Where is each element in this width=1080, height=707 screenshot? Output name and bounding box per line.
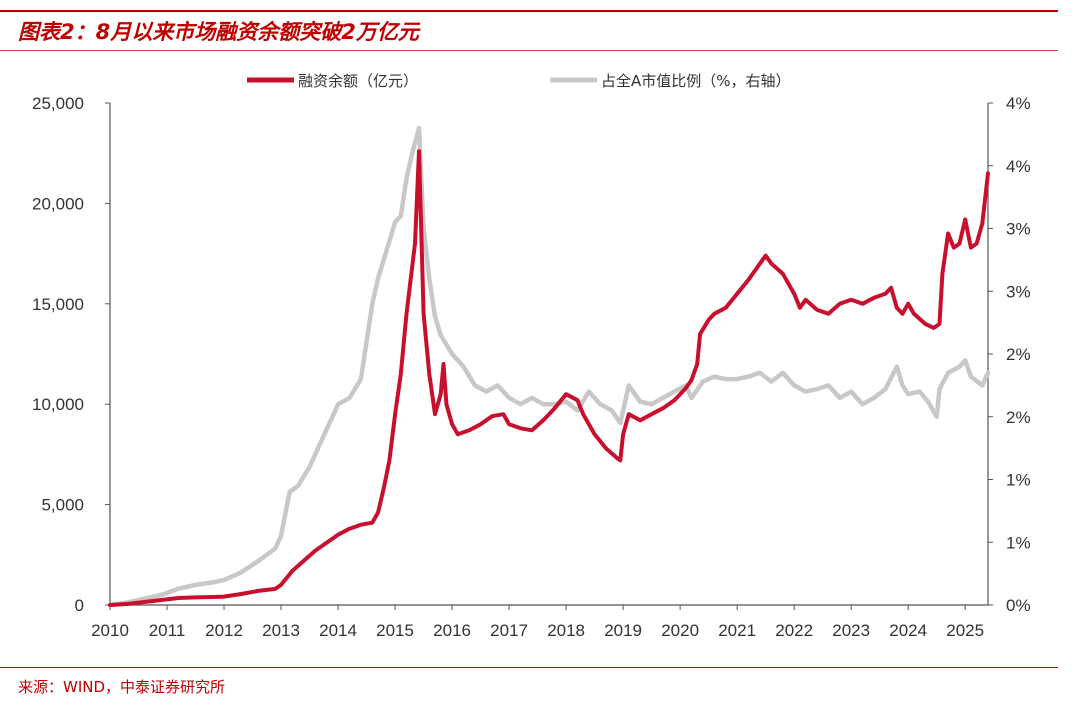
footer-rule [0,667,1058,668]
title-bottom-rule [0,50,1058,51]
x-tick-label: 2010 [91,621,129,640]
right-y-tick-label: 4% [1006,157,1031,176]
title-bar: 图表2：8月以来市场融资余额突破2万亿元 [0,0,1060,51]
x-tick-label: 2013 [262,621,300,640]
right-y-tick-label: 4% [1006,94,1031,113]
left-y-tick-label: 5,000 [41,496,84,515]
left-y-tick-label: 15,000 [32,295,84,314]
x-tick-label: 2011 [149,621,186,640]
left-y-tick-label: 0 [75,596,84,615]
chart-title: 图表2：8月以来市场融资余额突破2万亿元 [18,20,419,44]
x-tick-label: 2023 [832,621,870,640]
x-tick-label: 2012 [205,621,243,640]
x-tick-label: 2024 [889,621,927,640]
x-tick-label: 2015 [376,621,414,640]
x-tick-label: 2018 [547,621,585,640]
right-y-tick-label: 1% [1006,533,1031,552]
right-y-tick-label: 2% [1006,345,1031,364]
right-y-tick-label: 2% [1006,408,1031,427]
right-y-tick-label: 0% [1006,596,1031,615]
left-y-tick-label: 25,000 [32,94,84,113]
left-y-tick-label: 10,000 [32,395,84,414]
x-tick-label: 2016 [433,621,471,640]
x-tick-label: 2017 [490,621,528,640]
x-tick-label: 2019 [604,621,642,640]
x-tick-label: 2014 [319,621,357,640]
x-tick-label: 2025 [946,621,984,640]
right-y-tick-label: 3% [1006,282,1031,301]
line-chart: 0 5,000 10,000 15,000 20,000 25,000 0% 1% 1% 2% 2%… [32,72,1031,640]
x-tick-label: 2021 [718,621,756,640]
source-note: 来源：WIND，中泰证券研究所 [18,678,226,696]
right-y-tick-label: 3% [1006,220,1031,239]
left-y-tick-label: 20,000 [32,194,84,213]
x-tick-label: 2020 [661,621,699,640]
right-y-tick-label: 1% [1006,471,1031,490]
title-top-rule [0,10,1058,12]
market-cap-ratio-line [107,125,991,608]
x-tick-label: 2022 [775,621,813,640]
margin-balance-line [108,149,990,607]
legend-label-market-cap-ratio: 占全A市值比例（%，右轴） [601,72,791,90]
legend-label-margin-balance: 融资余额（亿元） [298,72,418,90]
